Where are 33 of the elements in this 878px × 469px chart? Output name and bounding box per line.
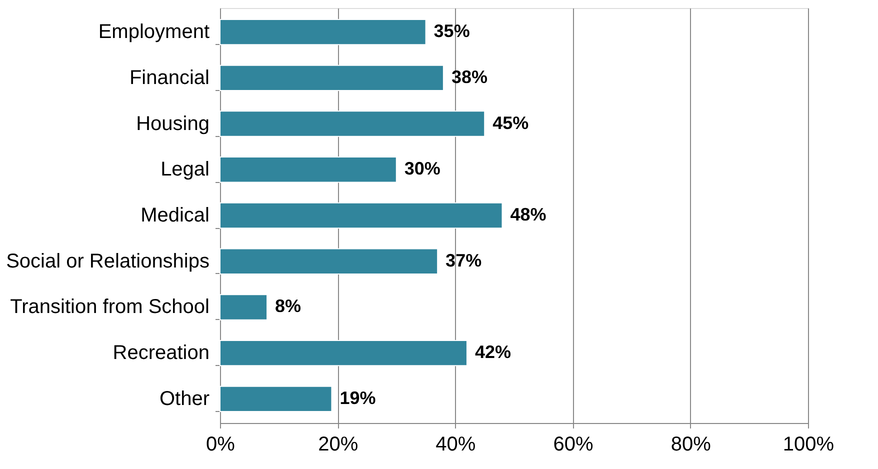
y-tick-label: Employment	[98, 21, 210, 44]
bar	[220, 110, 486, 137]
data-label: 30%	[404, 158, 440, 179]
y-tick-label: Medical	[140, 204, 210, 226]
bar	[220, 156, 397, 183]
data-label: 8%	[275, 296, 302, 316]
bar	[220, 64, 444, 92]
data-label: 37%	[446, 250, 482, 270]
x-tick-label: 40%	[436, 434, 476, 456]
bar	[220, 294, 268, 320]
x-tick-label: 100%	[782, 434, 834, 456]
y-tick-label: Transition from School	[10, 296, 210, 318]
bar	[220, 18, 426, 46]
y-tick-label: Housing	[136, 112, 210, 135]
data-label: 35%	[434, 21, 470, 42]
data-label: 48%	[510, 204, 546, 224]
y-tick-label: Recreation	[112, 342, 210, 364]
data-label: 19%	[340, 388, 376, 408]
data-label: 45%	[492, 112, 529, 133]
bar	[220, 248, 438, 274]
data-label: 38%	[451, 66, 488, 87]
y-tick-label: Legal	[160, 158, 210, 181]
bar	[220, 202, 503, 229]
y-tick-label: Financial	[129, 66, 210, 89]
bar	[220, 340, 468, 366]
bar	[220, 386, 332, 412]
x-tick-label: 0%	[206, 434, 236, 456]
x-tick-label: 80%	[670, 434, 712, 456]
data-label: 42%	[474, 342, 511, 362]
y-tick-label: Other	[159, 388, 210, 410]
x-tick-label: 20%	[318, 434, 358, 456]
y-tick-label: Social or Relationships	[6, 250, 210, 272]
x-tick-label: 60%	[553, 434, 594, 456]
